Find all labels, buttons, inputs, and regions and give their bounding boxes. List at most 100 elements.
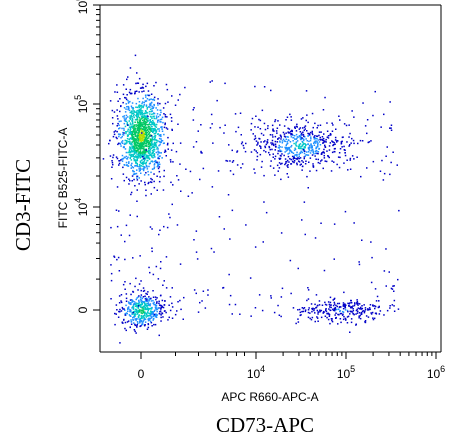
event-dot [143,101,145,104]
event-dot [142,137,145,139]
event-dot [165,311,167,314]
event-dot [378,300,380,302]
event-dot [133,128,136,130]
event-dot [138,136,140,138]
event-dot [127,102,130,104]
event-dot [143,301,146,303]
event-dot [155,139,158,141]
event-dot [110,279,113,282]
event-dot [141,119,144,122]
event-dot [297,160,300,162]
event-dot [122,157,124,160]
event-dot [308,144,311,147]
event-dot [373,317,376,320]
event-dot [315,147,317,150]
event-dot [298,143,301,146]
event-dot [142,320,144,323]
event-dot [153,141,156,144]
event-dot [352,309,355,312]
event-dot [117,316,120,318]
event-dot [320,316,323,319]
event-dot [267,125,269,127]
event-dot [123,319,125,321]
event-dot [370,281,373,284]
event-dot [160,138,162,140]
event-dot [303,307,306,309]
event-dot [305,138,307,140]
event-dot [309,139,312,142]
event-dot [158,137,161,140]
event-dot [163,133,165,136]
event-dot [139,140,141,142]
event-dot [151,228,153,230]
event-dot [153,323,155,326]
event-dot [111,160,113,162]
event-dot [318,141,321,143]
event-dot [139,137,142,139]
event-dot [393,290,395,292]
event-dot [335,128,337,130]
event-dot [112,135,115,138]
event-dot [118,210,120,212]
event-dot [148,304,150,306]
event-dot [154,156,156,158]
event-dot [157,115,160,118]
event-dot [146,128,149,131]
event-dot [328,308,330,310]
event-dot [328,315,331,317]
event-dot [191,192,193,194]
event-dot [135,165,137,167]
event-dot [136,110,138,112]
event-dot [332,308,334,311]
event-dot [141,86,144,89]
event-dot [138,105,140,107]
event-dot [149,131,151,134]
event-dot [152,311,154,313]
x-tick-label: 106 [427,364,445,381]
event-dot [118,142,120,145]
event-dot [157,119,159,122]
event-dot [257,143,259,145]
event-dot [157,152,159,154]
event-dot [146,144,148,146]
event-dot [329,304,331,306]
event-dot [274,143,277,145]
event-dot [305,160,307,162]
event-dot [274,145,277,147]
event-dot [124,281,126,283]
event-dot [134,54,137,57]
event-dot [145,142,147,145]
event-dot [134,92,136,95]
event-dot [153,138,156,140]
event-dot [334,143,336,145]
event-dot [138,168,140,170]
event-dot [139,121,141,123]
event-dot [326,136,329,138]
event-dot [327,137,330,139]
event-dot [145,297,148,300]
event-dot [313,309,315,312]
event-dot [145,142,148,144]
event-dot [128,302,130,305]
event-dot [286,159,289,162]
event-dot [141,134,144,136]
event-dot [145,149,147,151]
event-dot [138,146,140,148]
event-dot [213,251,215,253]
event-dot [153,186,156,189]
event-dot [332,141,334,143]
event-dot [133,316,135,318]
event-dot [142,132,145,134]
event-dot [159,141,162,144]
event-dot [157,156,159,159]
event-dot [129,142,131,145]
event-dot [143,126,145,128]
event-dot [315,294,318,296]
event-dot [280,232,283,234]
event-dot [259,145,261,147]
event-dot [111,117,114,119]
event-dot [171,306,174,308]
event-dot [139,169,141,171]
event-dot [133,116,135,119]
event-dot [296,158,299,160]
